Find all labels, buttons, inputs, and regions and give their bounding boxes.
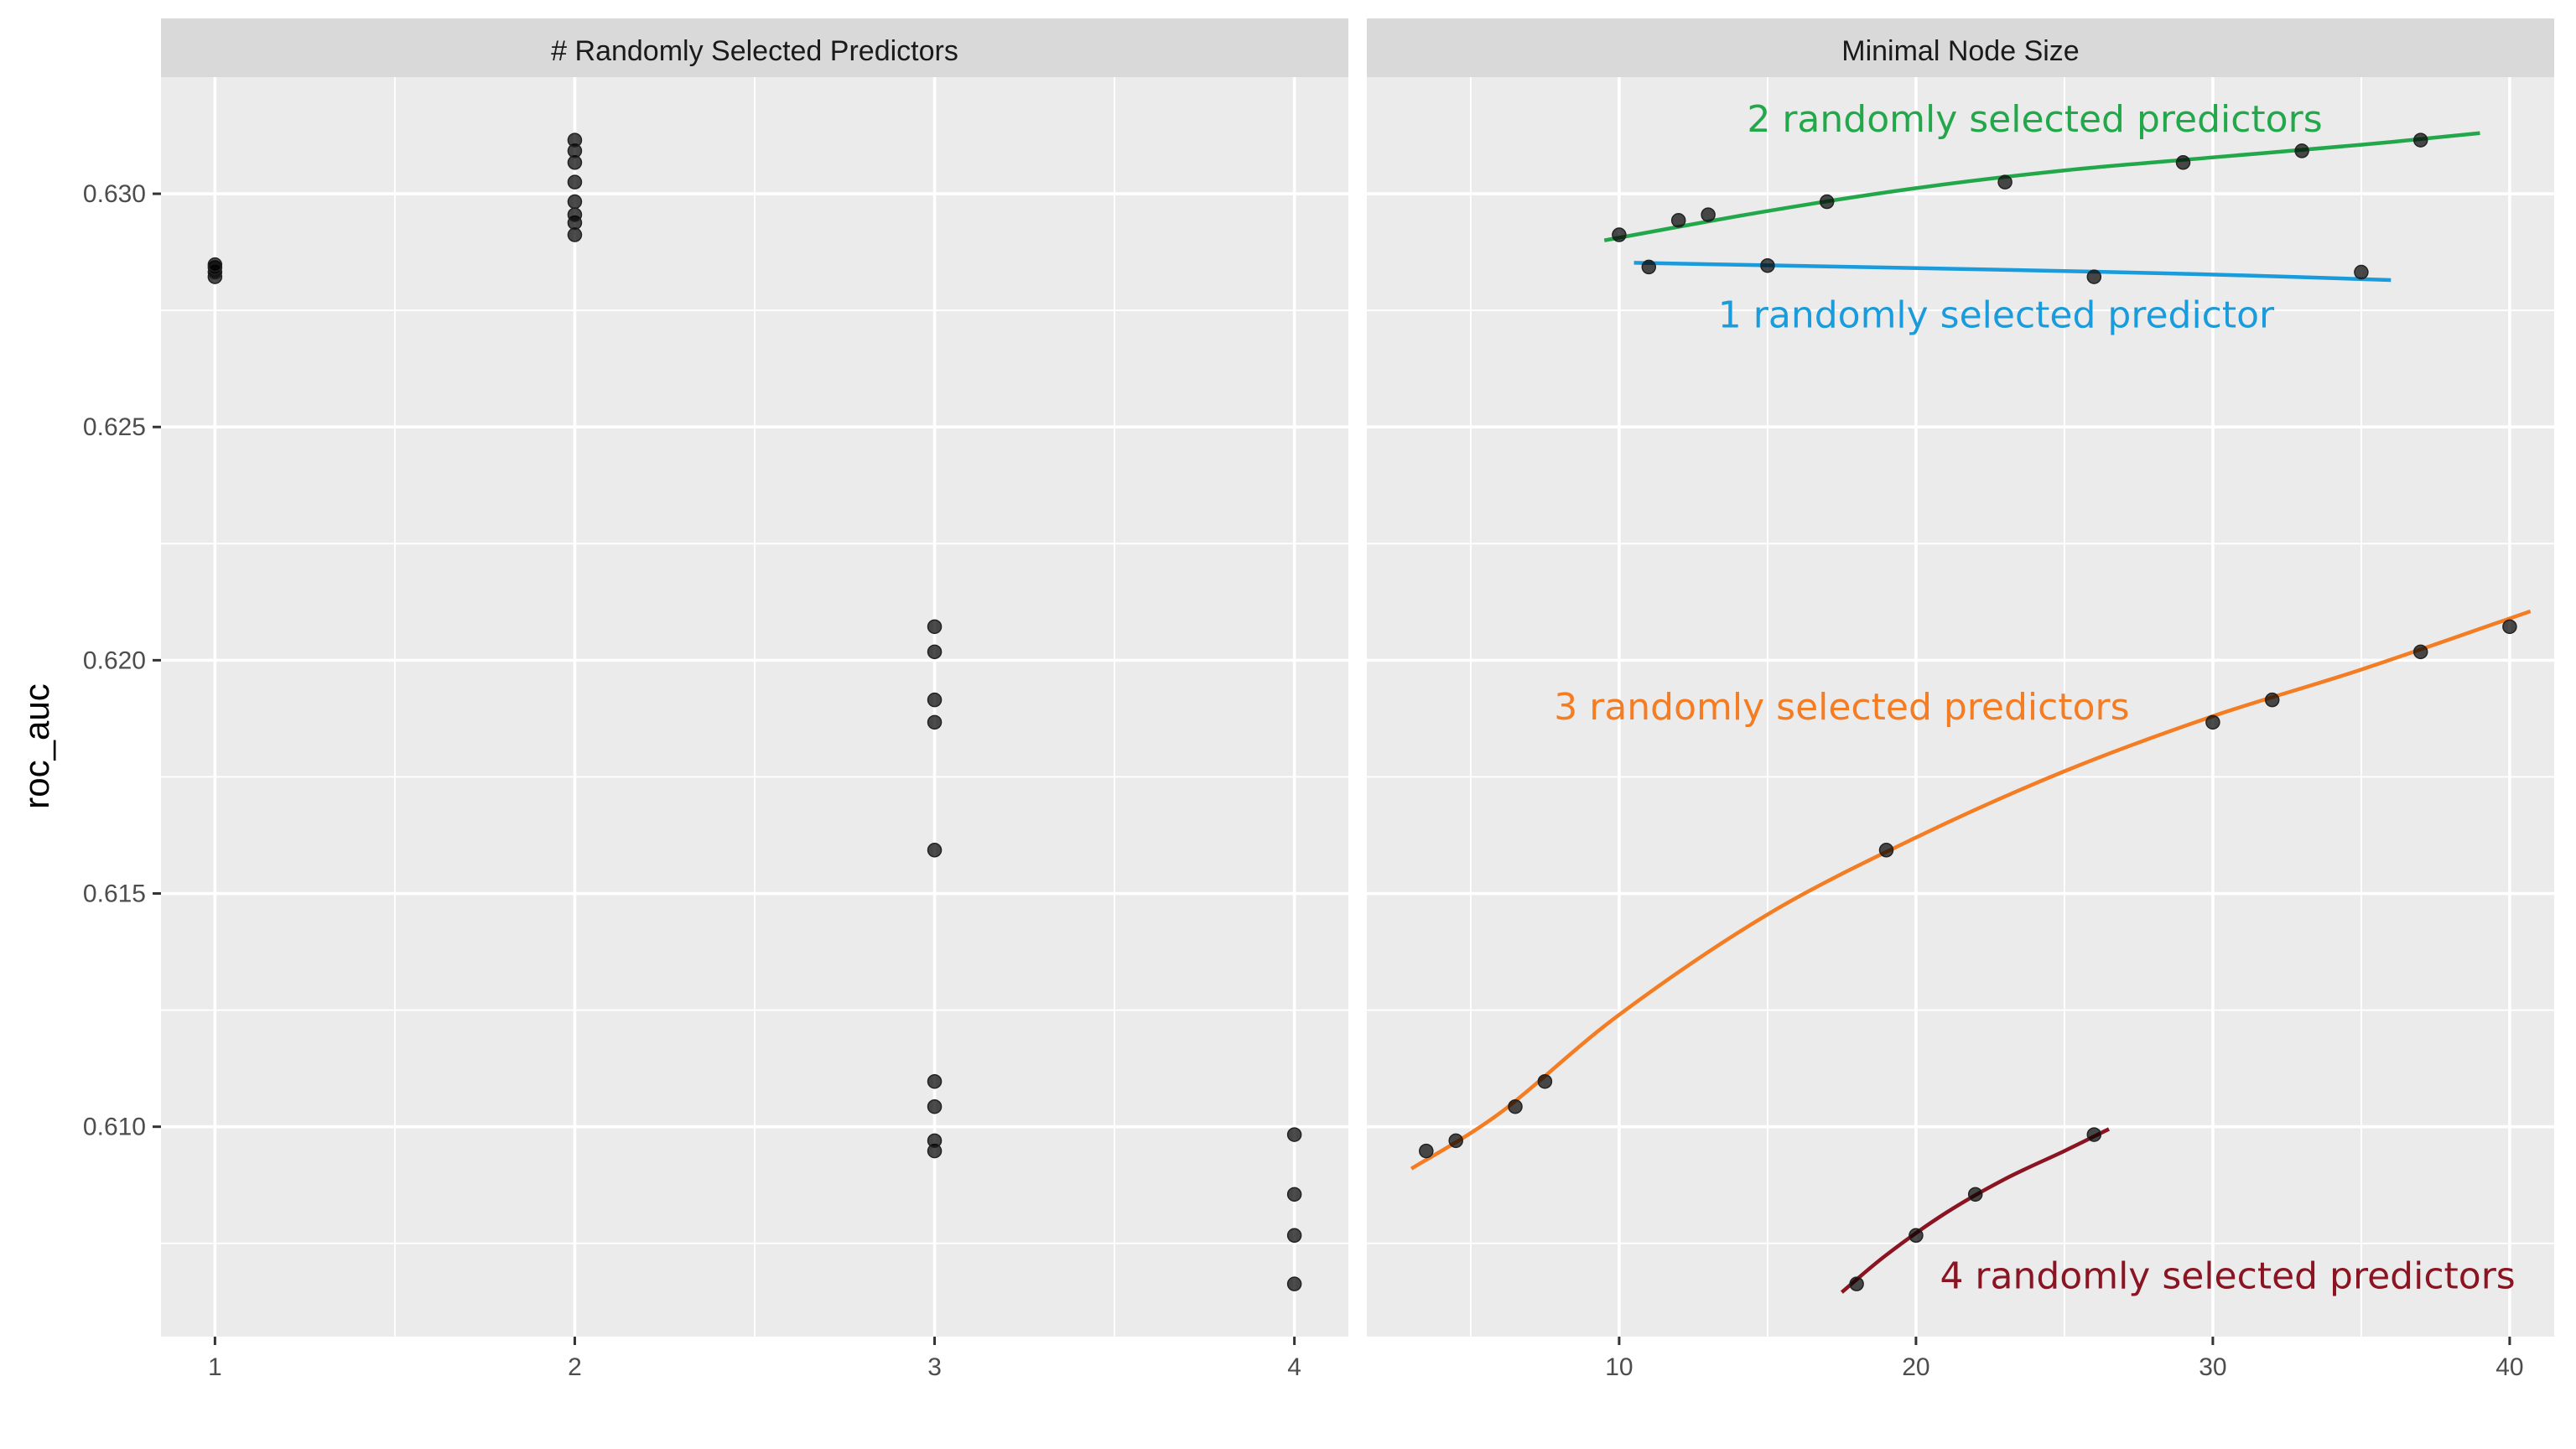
data-point [927,644,943,660]
data-point [1419,1143,1434,1159]
y-tick-label: 0.620 [83,647,146,674]
data-point [1760,257,1775,273]
y-tick-label: 0.615 [83,880,146,908]
data-point [2205,714,2220,730]
strip-background [1367,18,2554,77]
data-point [927,1073,943,1089]
data-point [1641,259,1657,275]
data-point [2412,644,2428,660]
x-tick-label: 3 [927,1353,942,1381]
data-point [1537,1073,1553,1089]
data-point [207,257,223,273]
data-point [567,227,583,242]
data-points [1419,132,2517,1291]
data-point [927,692,943,708]
data-point [1997,174,2012,190]
series-label: 1 randomly selected predictor [1718,294,2275,337]
data-point [2086,1127,2102,1142]
data-point [1878,843,1894,858]
y-tick-label: 0.625 [83,413,146,441]
data-point [2502,619,2517,635]
data-point [2175,155,2191,170]
data-point [1508,1098,1523,1114]
grid [1367,77,2554,1337]
data-point [1286,1228,1302,1244]
grid [161,77,1348,1337]
panel-left: # Randomly Selected Predictors 0.6100.61… [83,18,1348,1381]
y-tick-labels: 0.610 0.615 0.620 0.625 0.630 [83,180,161,1141]
data-point [927,1098,943,1114]
data-point [1967,1187,1983,1202]
data-point [1286,1187,1302,1202]
x-tick-label: 10 [1605,1353,1633,1381]
data-point [1849,1276,1864,1291]
x-tick-label: 4 [1287,1353,1301,1381]
x-ticks: 10 20 30 40 [1605,1337,2524,1381]
data-point [1612,227,1627,242]
x-tick-label: 30 [2199,1353,2226,1381]
strip-background [161,18,1348,77]
x-tick-label: 40 [2496,1353,2523,1381]
series-labels: 2 randomly selected predictors 1 randomly… [1554,98,2515,1298]
data-point [927,843,943,858]
series-label: 2 randomly selected predictors [1747,98,2322,141]
y-tick-label: 0.630 [83,180,146,208]
data-point [1670,213,1686,228]
data-point [1286,1127,1302,1142]
series-label: 4 randomly selected predictors [1940,1255,2515,1298]
fit-line [1603,131,2480,242]
data-point [1819,194,1835,210]
strip-label: Minimal Node Size [1841,35,2079,67]
data-point [1448,1133,1463,1149]
data-point [567,207,583,222]
data-point [567,174,583,190]
data-point [567,132,583,148]
data-point [2412,132,2428,148]
data-point [927,1133,943,1149]
data-point [1701,207,1716,222]
data-point [567,194,583,210]
fit-line [1410,609,2532,1171]
x-tick-label: 2 [568,1353,582,1381]
panel-right: Minimal Node Size 10 20 30 40 2 randomly se… [1367,18,2554,1381]
data-point [927,619,943,635]
y-tick-label: 0.610 [83,1114,146,1141]
data-point [927,714,943,730]
strip-label: # Randomly Selected Predictors [551,35,958,67]
data-points [207,132,1302,1291]
y-axis-title: roc_auc [17,683,56,808]
series-label: 3 randomly selected predictors [1554,686,2129,729]
data-point [1909,1228,1924,1244]
data-point [2294,143,2309,158]
data-point [2354,264,2369,280]
x-tick-label: 1 [208,1353,222,1381]
x-ticks: 1 2 3 4 [208,1337,1301,1381]
data-point [2086,269,2102,284]
x-tick-label: 20 [1902,1353,1929,1381]
data-point [2264,692,2280,708]
data-point [1286,1276,1302,1291]
